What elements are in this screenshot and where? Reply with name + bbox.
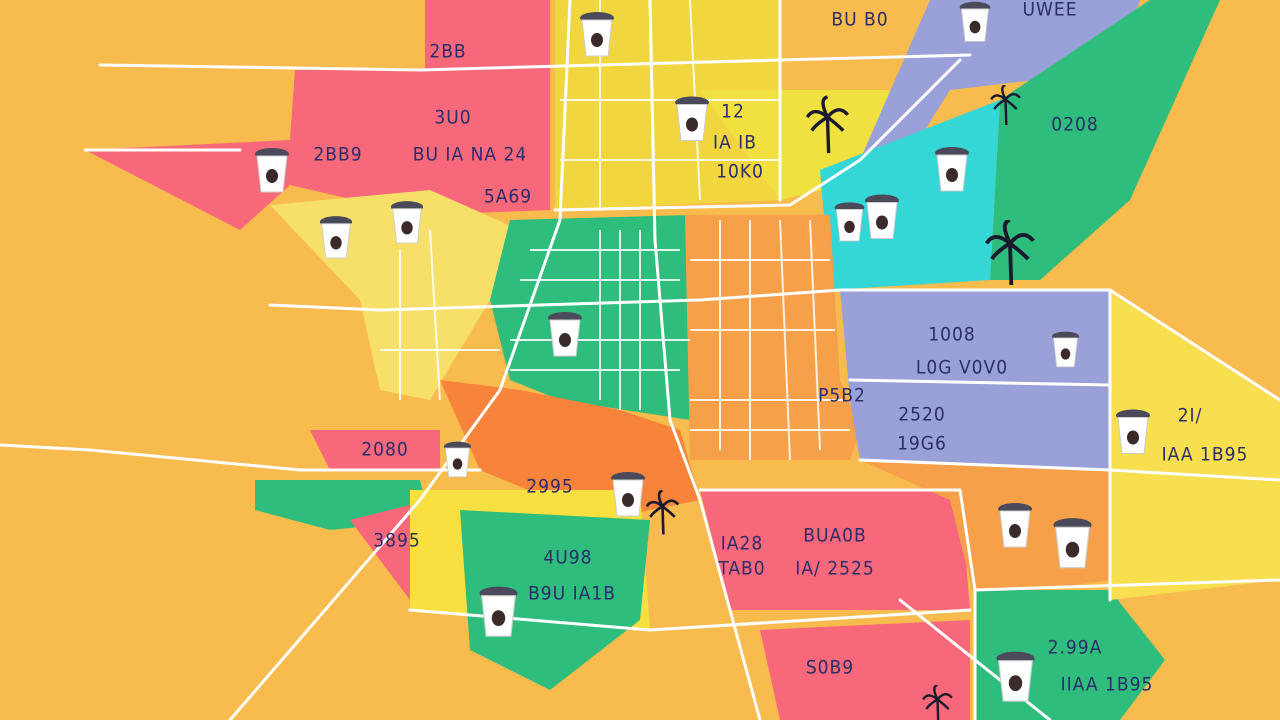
label: IA28 bbox=[721, 533, 763, 555]
label: TAB0 bbox=[717, 558, 765, 580]
label: IA/ 2525 bbox=[795, 558, 874, 580]
label: 10K0 bbox=[716, 161, 764, 183]
label: UWEE bbox=[1022, 0, 1077, 21]
label: IIAA 1B95 bbox=[1061, 674, 1154, 696]
label: 2080 bbox=[361, 439, 409, 461]
label: 5A69 bbox=[484, 186, 532, 208]
label: 2995 bbox=[526, 476, 574, 498]
label: 3U0 bbox=[434, 107, 471, 129]
label: 12 bbox=[721, 101, 745, 123]
label: BUA0B bbox=[803, 525, 867, 547]
label: S0B9 bbox=[806, 657, 854, 679]
label: 2BB bbox=[429, 41, 466, 63]
label: P5B2 bbox=[818, 385, 866, 407]
label: 3895 bbox=[373, 530, 421, 552]
label: 2I/ bbox=[1178, 405, 1203, 427]
label: 4U98 bbox=[543, 547, 592, 569]
label: IAA 1B95 bbox=[1162, 444, 1249, 466]
label: B9U IA1B bbox=[528, 583, 616, 605]
label: 2520 bbox=[898, 404, 946, 426]
label: 19G6 bbox=[897, 433, 947, 455]
districts bbox=[85, 0, 1280, 720]
label: IA IB bbox=[713, 132, 757, 154]
label: BU B0 bbox=[831, 9, 888, 31]
label: BU IA NA 24 bbox=[413, 144, 527, 166]
label: L0G V0V0 bbox=[916, 357, 1008, 379]
label: 0208 bbox=[1051, 114, 1099, 136]
label: 1008 bbox=[928, 324, 976, 346]
label: 2.99A bbox=[1048, 637, 1103, 659]
district-labels: 2BB 3U0 2BB9 BU IA NA 24 5A69 BU B0 UWEE… bbox=[313, 0, 1249, 696]
label: 2BB9 bbox=[313, 144, 362, 166]
